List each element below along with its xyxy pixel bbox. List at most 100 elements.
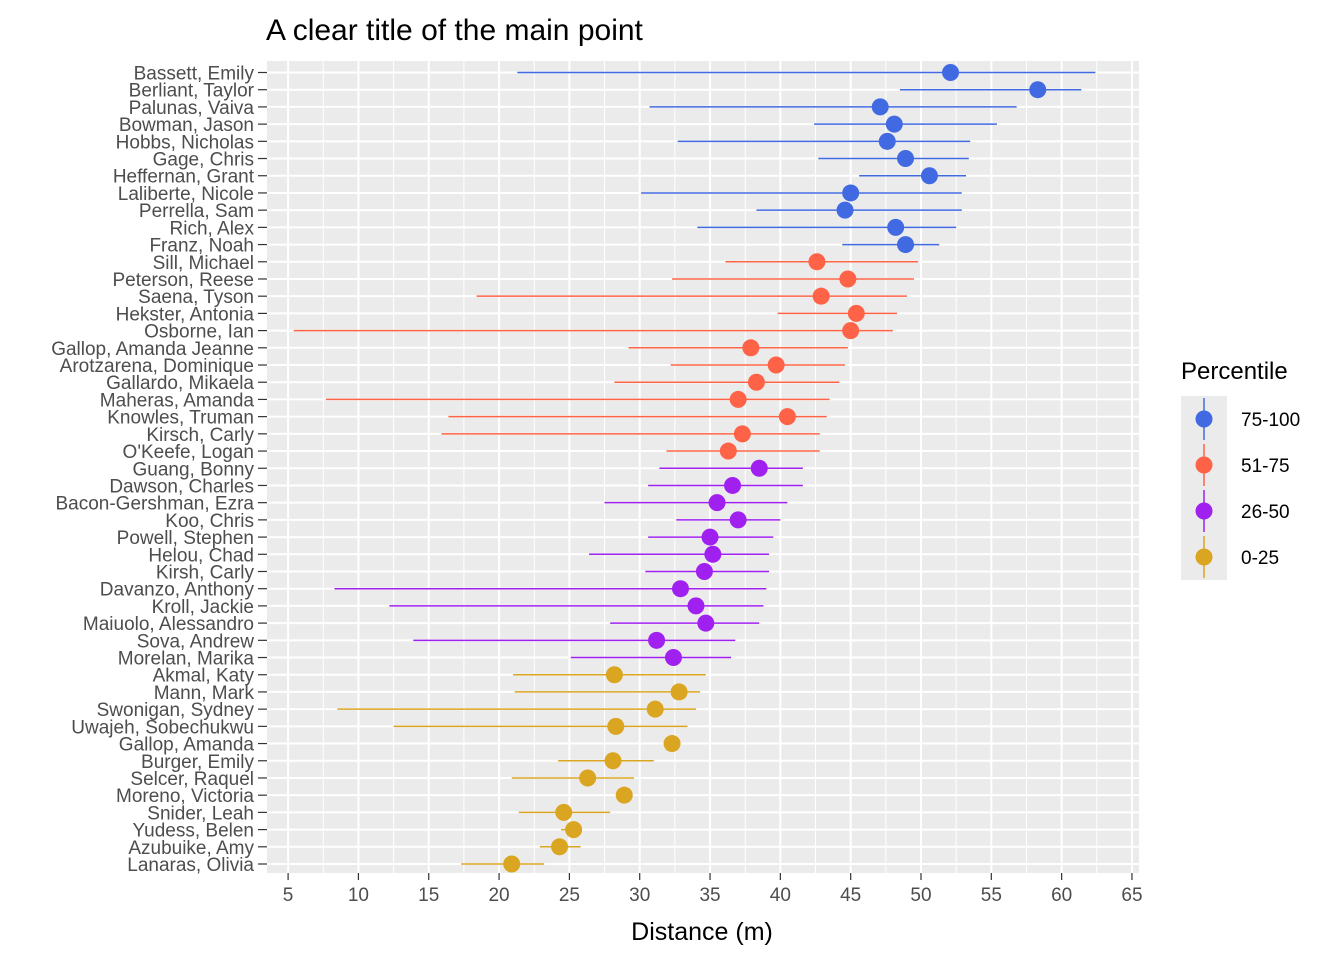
y-axis-label: Rich, Alex xyxy=(170,218,255,239)
y-axis-label: Saena, Tyson xyxy=(138,287,254,308)
x-tick-label: 55 xyxy=(981,885,1002,906)
data-point xyxy=(747,373,765,391)
data-point xyxy=(836,201,854,219)
y-axis-label: Palunas, Vaiva xyxy=(129,98,255,119)
y-axis-label: Koo, Chris xyxy=(165,511,254,532)
plot-panel xyxy=(267,61,1139,873)
data-point xyxy=(842,322,860,340)
data-point xyxy=(664,649,682,667)
data-point xyxy=(704,545,722,563)
data-point xyxy=(767,356,785,374)
legend-label: 26-50 xyxy=(1241,502,1290,523)
data-point xyxy=(920,167,938,185)
y-axis-label: Hobbs, Nicholas xyxy=(116,132,254,153)
x-tick-label: 40 xyxy=(770,885,791,906)
legend-label: 0-25 xyxy=(1241,548,1279,569)
x-tick-label: 10 xyxy=(348,885,369,906)
y-axis-label: Berliant, Taylor xyxy=(129,81,255,102)
y-axis-label: Azubuike, Amy xyxy=(128,838,254,859)
data-point xyxy=(742,339,760,357)
y-axis-label: Akmal, Katy xyxy=(153,666,255,687)
legend-key-point xyxy=(1195,410,1213,428)
legend-key-point xyxy=(1195,502,1213,520)
data-point xyxy=(695,562,713,580)
data-point xyxy=(897,236,915,254)
legend-label: 75-100 xyxy=(1241,410,1300,431)
data-point xyxy=(670,683,688,701)
data-point xyxy=(555,803,573,821)
data-point xyxy=(551,838,569,856)
data-point xyxy=(887,218,905,236)
x-tick-label: 35 xyxy=(699,885,720,906)
y-axis-label: Helou, Chad xyxy=(148,545,254,566)
y-axis-label: Franz, Noah xyxy=(149,236,254,257)
data-point xyxy=(871,98,889,116)
chart-title: A clear title of the main point xyxy=(266,14,644,47)
x-tick-label: 25 xyxy=(559,885,580,906)
data-point xyxy=(808,253,826,271)
data-point xyxy=(687,597,705,615)
data-point xyxy=(897,150,915,168)
y-axis-label: Gage, Chris xyxy=(153,150,254,171)
data-point xyxy=(839,270,857,288)
y-axis-label: Maheras, Amanda xyxy=(100,390,255,411)
data-point xyxy=(697,614,715,632)
x-tick-label: 65 xyxy=(1121,885,1142,906)
data-point xyxy=(724,476,742,494)
data-point xyxy=(604,752,622,770)
y-axis-label: Kirsh, Carly xyxy=(156,562,255,583)
y-axis-label: Uwajeh, Sobechukwu xyxy=(71,717,254,738)
data-point xyxy=(615,786,633,804)
legend-key-point xyxy=(1195,456,1213,474)
y-axis-label: Bacon-Gershman, Ezra xyxy=(55,494,254,515)
y-axis-label: Hekster, Antonia xyxy=(116,304,255,325)
y-axis-label: Laliberte, Nicole xyxy=(118,184,254,205)
y-axis-label: Dawson, Charles xyxy=(109,476,254,497)
data-point xyxy=(842,184,860,202)
data-point xyxy=(607,717,625,735)
data-point xyxy=(812,287,830,305)
y-axis-label: Selcer, Raquel xyxy=(130,769,254,790)
x-tick-label: 20 xyxy=(488,885,509,906)
y-axis-label: Perrella, Sam xyxy=(139,201,254,222)
data-point xyxy=(1029,81,1047,99)
y-axis-label: O'Keefe, Logan xyxy=(123,442,254,463)
y-axis-label: Gallop, Amanda xyxy=(119,735,255,756)
data-point xyxy=(778,408,796,426)
y-axis-label: Bassett, Emily xyxy=(134,64,255,85)
legend-title: Percentile xyxy=(1181,358,1288,385)
y-axis-label: Gallardo, Mikaela xyxy=(106,373,254,394)
x-axis-title: Distance (m) xyxy=(631,918,773,946)
data-point xyxy=(885,115,903,133)
data-point xyxy=(729,511,747,529)
y-axis-label: Kroll, Jackie xyxy=(152,597,254,618)
y-axis-label: Morelan, Marika xyxy=(118,649,255,670)
minor-gridlines xyxy=(322,61,1098,873)
data-point xyxy=(847,304,865,322)
legend: Percentile 75-100 51-75 26-50 0-25 xyxy=(1181,358,1300,580)
y-axis-label: Arotzarena, Dominique xyxy=(60,356,254,377)
data-point xyxy=(942,64,960,81)
y-axis-label: Guang, Bonny xyxy=(133,459,255,480)
y-axis-label: Sill, Michael xyxy=(153,253,254,274)
data-points xyxy=(503,64,1047,873)
legend-key-point xyxy=(1195,548,1213,566)
data-point xyxy=(648,631,666,649)
y-axis-label: Moreno, Victoria xyxy=(116,786,254,807)
data-point xyxy=(663,735,681,753)
data-point xyxy=(671,580,689,598)
y-axis-label: Swonigan, Sydney xyxy=(97,700,255,721)
y-axis-label: Mann, Mark xyxy=(154,683,255,704)
data-point xyxy=(719,442,737,460)
y-axis-label: Yudess, Belen xyxy=(133,821,254,842)
y-axis-label: Peterson, Reese xyxy=(112,270,254,291)
legend-label: 51-75 xyxy=(1241,456,1290,477)
y-axis-label: Sova, Andrew xyxy=(137,631,255,652)
y-axis-label: Bowman, Jason xyxy=(119,115,254,136)
y-axis-label: Gallop, Amanda Jeanne xyxy=(51,339,254,360)
y-axis-label: Maiuolo, Alessandro xyxy=(83,614,254,635)
data-point xyxy=(750,459,768,477)
y-axis-label: Kirsch, Carly xyxy=(146,425,254,446)
